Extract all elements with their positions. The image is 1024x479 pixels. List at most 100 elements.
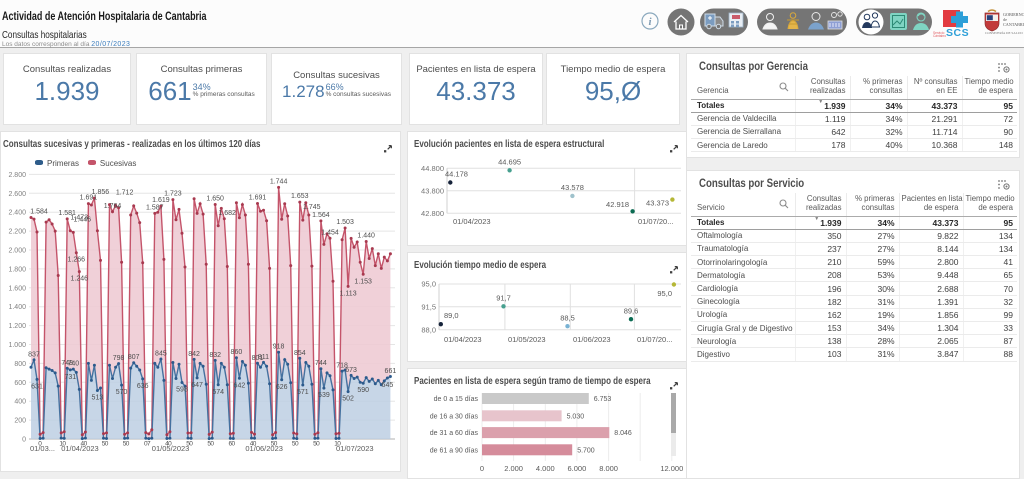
svg-text:1.200: 1.200 <box>8 323 26 330</box>
svg-text:1.691: 1.691 <box>249 195 267 202</box>
svg-text:89,0: 89,0 <box>444 311 459 320</box>
svg-text:673: 673 <box>345 367 357 374</box>
svg-text:571: 571 <box>297 389 309 396</box>
svg-text:6.753: 6.753 <box>594 396 612 403</box>
svg-text:1.745: 1.745 <box>303 204 321 211</box>
svg-text:718: 718 <box>336 363 348 370</box>
svg-text:01/07/20...: 01/07/20... <box>637 335 672 344</box>
svg-text:CONSEJERÍA DE SALUD: CONSEJERÍA DE SALUD <box>985 30 1023 35</box>
svg-text:854: 854 <box>294 350 306 357</box>
svg-text:1.650: 1.650 <box>206 196 224 203</box>
svg-text:1: 1 <box>59 441 63 448</box>
svg-text:5.030: 5.030 <box>567 413 585 420</box>
svg-text:42.800: 42.800 <box>421 209 444 218</box>
svg-text:01/03...: 01/03... <box>30 444 55 453</box>
svg-text:731: 731 <box>64 374 76 381</box>
svg-text:2.000: 2.000 <box>504 464 523 473</box>
svg-text:1.723: 1.723 <box>164 191 182 198</box>
svg-text:0: 0 <box>62 441 66 448</box>
svg-text:1.712: 1.712 <box>116 189 134 196</box>
svg-text:598: 598 <box>176 387 188 394</box>
svg-text:4: 4 <box>250 441 254 448</box>
svg-text:842: 842 <box>188 351 200 358</box>
svg-text:626: 626 <box>276 384 288 391</box>
svg-text:645: 645 <box>382 382 394 389</box>
svg-text:748: 748 <box>61 360 73 367</box>
svg-text:1: 1 <box>334 441 338 448</box>
svg-text:01/05/2023: 01/05/2023 <box>508 335 546 344</box>
svg-text:95,0: 95,0 <box>657 289 672 298</box>
svg-text:42.918: 42.918 <box>606 200 629 209</box>
svg-text:574: 574 <box>212 389 224 396</box>
svg-text:7: 7 <box>147 441 151 448</box>
svg-text:5: 5 <box>123 441 127 448</box>
svg-text:5: 5 <box>271 441 275 448</box>
svg-text:811: 811 <box>258 354 269 361</box>
svg-text:de 61 a 90 días: de 61 a 90 días <box>430 447 479 454</box>
svg-text:0: 0 <box>480 464 484 473</box>
svg-text:SCS: SCS <box>946 27 969 39</box>
svg-text:0: 0 <box>231 441 235 448</box>
svg-text:1.000: 1.000 <box>8 342 26 349</box>
svg-text:800: 800 <box>14 361 26 368</box>
svg-text:798: 798 <box>113 355 125 362</box>
svg-text:0: 0 <box>126 441 130 448</box>
svg-text:502: 502 <box>342 396 354 403</box>
svg-text:5: 5 <box>292 441 296 448</box>
svg-text:2.600: 2.600 <box>8 191 26 198</box>
svg-text:1.800: 1.800 <box>8 266 26 273</box>
svg-text:0: 0 <box>84 441 88 448</box>
svg-text:1.113: 1.113 <box>340 290 357 297</box>
svg-text:01/07/2023: 01/07/2023 <box>336 444 374 453</box>
svg-text:0: 0 <box>22 437 26 444</box>
svg-text:513: 513 <box>92 395 104 402</box>
svg-text:4: 4 <box>80 441 84 448</box>
svg-text:1.564: 1.564 <box>312 212 330 219</box>
svg-text:8.000: 8.000 <box>599 464 618 473</box>
svg-text:5: 5 <box>102 441 106 448</box>
svg-text:6.000: 6.000 <box>568 464 587 473</box>
svg-text:1.744: 1.744 <box>270 178 288 185</box>
svg-text:4.000: 4.000 <box>536 464 555 473</box>
svg-text:43.373: 43.373 <box>646 199 669 208</box>
svg-text:832: 832 <box>209 352 221 359</box>
svg-text:89,6: 89,6 <box>624 306 639 315</box>
svg-text:1.653: 1.653 <box>291 193 309 200</box>
svg-text:1.153: 1.153 <box>354 278 372 285</box>
svg-text:4: 4 <box>165 441 169 448</box>
svg-text:590: 590 <box>357 387 369 394</box>
svg-text:0: 0 <box>337 441 341 448</box>
svg-text:647: 647 <box>191 382 203 389</box>
svg-text:1.587: 1.587 <box>146 204 164 211</box>
svg-text:1.446: 1.446 <box>74 216 92 223</box>
svg-text:5.700: 5.700 <box>577 447 595 454</box>
svg-text:1.473: 1.473 <box>71 215 89 222</box>
svg-text:de 31 a 60 días: de 31 a 60 días <box>430 430 479 437</box>
svg-text:807: 807 <box>128 354 140 361</box>
svg-text:740: 740 <box>67 361 79 368</box>
svg-text:44.800: 44.800 <box>421 164 444 173</box>
svg-text:1.266: 1.266 <box>68 257 86 264</box>
svg-text:570: 570 <box>116 389 128 396</box>
svg-text:636: 636 <box>137 383 149 390</box>
svg-text:642: 642 <box>234 382 246 389</box>
svg-text:1.246: 1.246 <box>71 276 89 283</box>
svg-text:GOBIERNO: GOBIERNO <box>1003 12 1024 17</box>
svg-text:539: 539 <box>318 392 330 399</box>
svg-text:01/07/20...: 01/07/20... <box>638 217 673 226</box>
svg-text:631: 631 <box>31 383 43 390</box>
svg-text:744: 744 <box>315 360 327 367</box>
svg-text:0: 0 <box>316 441 320 448</box>
svg-text:Cántabro: Cántabro <box>933 34 946 38</box>
svg-text:0: 0 <box>274 441 278 448</box>
svg-text:5: 5 <box>186 441 190 448</box>
svg-text:01/06/2023: 01/06/2023 <box>245 444 283 453</box>
svg-text:CANTABRIA: CANTABRIA <box>1003 22 1024 27</box>
svg-text:400: 400 <box>14 399 26 406</box>
svg-text:0: 0 <box>253 441 257 448</box>
svg-text:1.400: 1.400 <box>8 304 26 311</box>
svg-text:845: 845 <box>155 351 167 358</box>
svg-text:88,0: 88,0 <box>421 325 436 334</box>
svg-text:0: 0 <box>189 441 193 448</box>
svg-text:de 16 a 30 días: de 16 a 30 días <box>430 413 479 420</box>
